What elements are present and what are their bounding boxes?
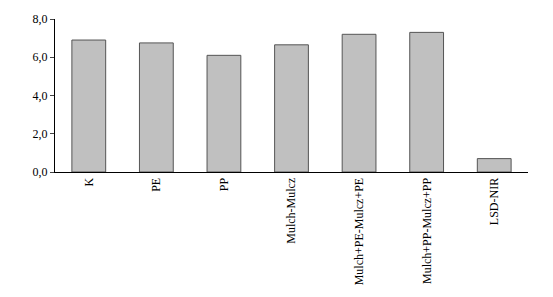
svg-text:6,0: 6,0 xyxy=(33,50,48,64)
svg-text:4,0: 4,0 xyxy=(33,89,48,103)
svg-text:LSD-NIR: LSD-NIR xyxy=(487,178,501,225)
svg-text:0,0: 0,0 xyxy=(33,165,48,179)
svg-text:Mulch+PP-Mulcz+PP: Mulch+PP-Mulcz+PP xyxy=(420,177,434,284)
svg-text:PE: PE xyxy=(149,178,163,192)
svg-text:PP: PP xyxy=(217,177,231,191)
svg-text:2,0: 2,0 xyxy=(33,127,48,141)
svg-text:Mulch-Mulcz: Mulch-Mulcz xyxy=(284,178,298,244)
svg-text:8,0: 8,0 xyxy=(33,12,48,26)
svg-text:K: K xyxy=(82,177,96,186)
svg-text:Mulch+PE-Mulcz+PE: Mulch+PE-Mulcz+PE xyxy=(352,178,366,286)
